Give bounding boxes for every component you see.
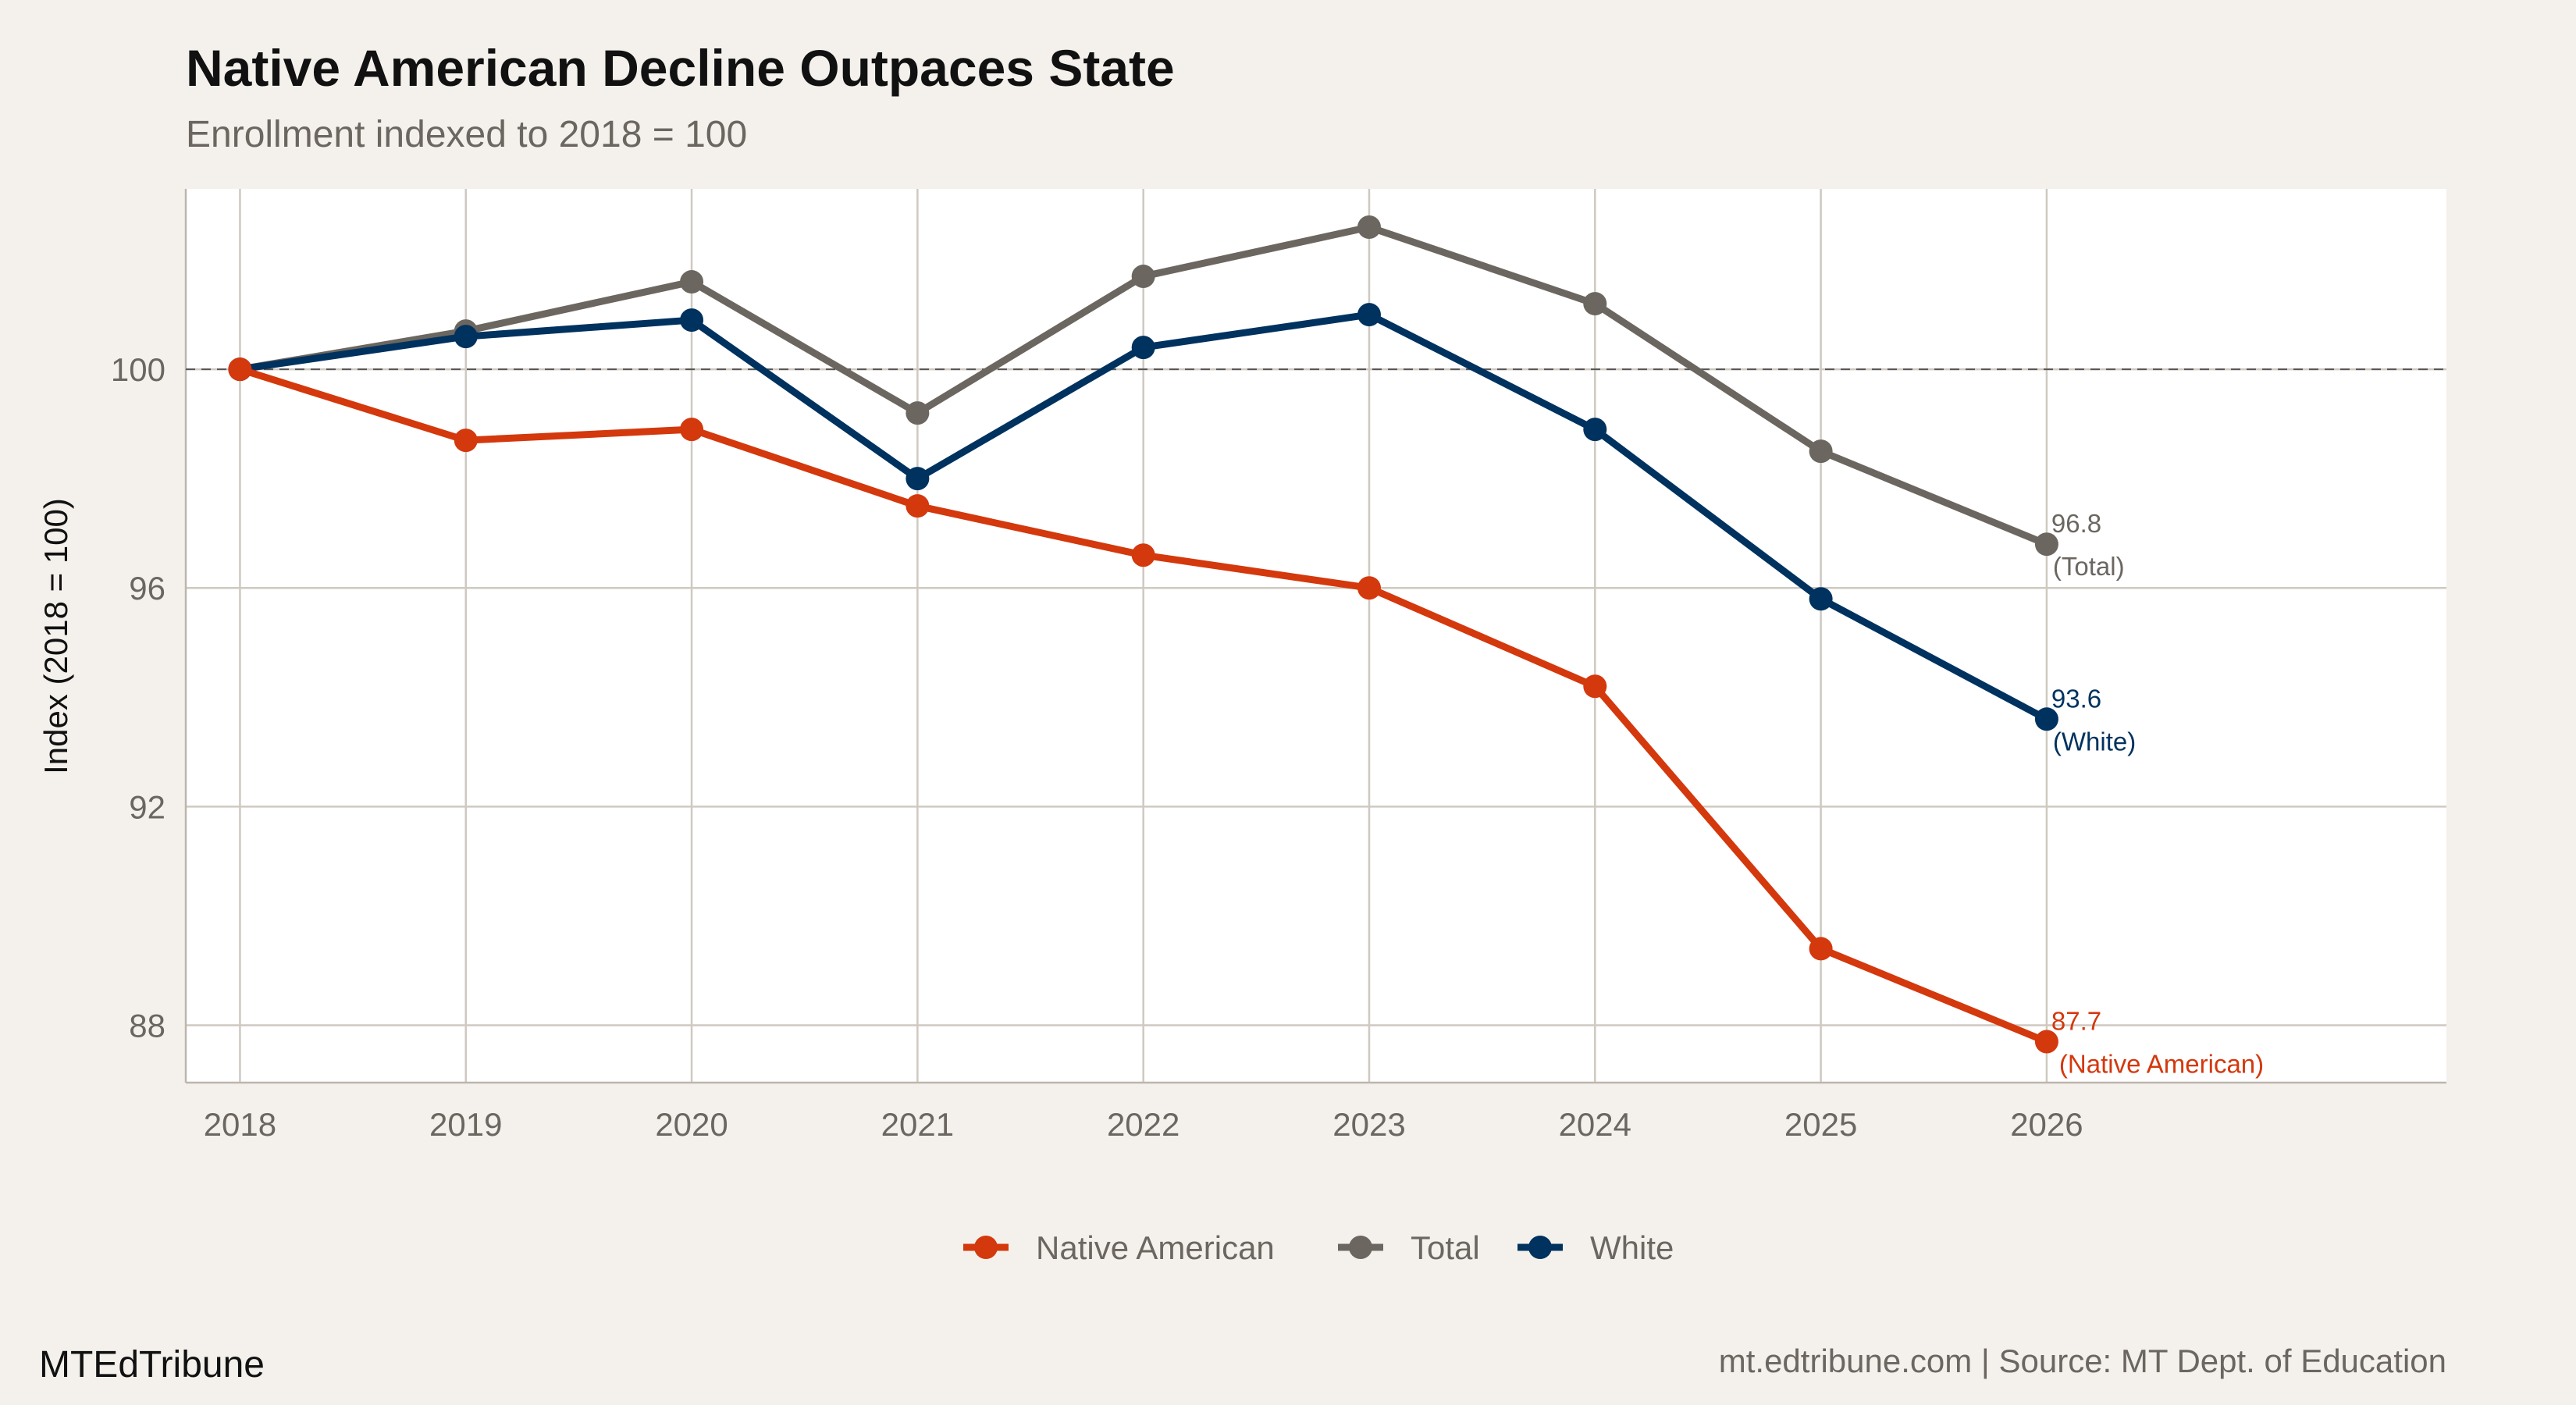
data-point-native-american — [2034, 1030, 2058, 1054]
end-label-value: 96.8 — [2051, 509, 2101, 538]
x-tick-label: 2020 — [655, 1106, 728, 1143]
data-point-total — [1357, 215, 1381, 240]
legend: Native American Total White — [963, 1229, 1674, 1266]
data-point-white — [1809, 587, 1833, 611]
data-point-native-american — [1583, 674, 1607, 699]
y-tick-label: 100 — [111, 351, 165, 388]
chart-subtitle: Enrollment indexed to 2018 = 100 — [186, 114, 747, 155]
data-point-total — [680, 270, 704, 294]
data-point-white — [1357, 303, 1381, 327]
data-point-white — [680, 308, 704, 333]
y-axis-title: Index (2018 = 100) — [37, 498, 74, 774]
data-point-white — [454, 325, 478, 349]
x-tick-label: 2025 — [1784, 1106, 1857, 1143]
x-tick-label: 2023 — [1332, 1106, 1405, 1143]
x-tick-label: 2019 — [429, 1106, 502, 1143]
data-point-white — [1583, 418, 1607, 442]
legend-marker-icon — [974, 1236, 998, 1259]
data-point-total — [1131, 265, 1155, 289]
x-tick-label: 2022 — [1107, 1106, 1179, 1143]
end-label-value: 87.7 — [2051, 1006, 2101, 1035]
data-point-total — [1583, 292, 1607, 316]
end-label-series: (White) — [2053, 727, 2136, 756]
legend-item: Native American — [963, 1229, 1275, 1266]
x-tick-label: 2026 — [2010, 1106, 2083, 1143]
end-label-value: 93.6 — [2051, 684, 2101, 713]
legend-label: White — [1590, 1229, 1674, 1266]
data-point-native-american — [1809, 937, 1833, 961]
data-point-total — [2034, 532, 2058, 557]
end-label-series: (Total) — [2053, 552, 2125, 581]
y-tick-label: 92 — [129, 788, 165, 825]
data-point-white — [2034, 707, 2058, 731]
data-point-native-american — [1357, 576, 1381, 600]
source-label: mt.edtribune.com | Source: MT Dept. of E… — [1719, 1343, 2446, 1379]
y-tick-label: 88 — [129, 1007, 165, 1044]
chart-title: Native American Decline Outpaces State — [186, 39, 1175, 97]
y-tick-label: 96 — [129, 570, 165, 606]
legend-marker-icon — [1528, 1236, 1552, 1259]
plot-panel — [186, 189, 2446, 1083]
legend-item: Total — [1338, 1229, 1480, 1266]
legend-marker-icon — [1349, 1236, 1372, 1259]
legend-label: Total — [1411, 1229, 1480, 1266]
x-tick-label: 2021 — [881, 1106, 954, 1143]
x-tick-label: 2024 — [1559, 1106, 1631, 1143]
x-tick-label: 2018 — [204, 1106, 276, 1143]
brand-label: MTEdTribune — [39, 1344, 265, 1385]
legend-item: White — [1517, 1229, 1674, 1266]
end-label-series: (Native American) — [2059, 1049, 2264, 1078]
data-point-total — [1809, 439, 1833, 464]
data-point-native-american — [1131, 543, 1155, 567]
data-point-white — [906, 467, 930, 491]
data-point-native-american — [680, 418, 704, 442]
legend-label: Native American — [1036, 1229, 1275, 1266]
data-point-white — [1131, 336, 1155, 360]
data-point-native-american — [454, 429, 478, 453]
data-point-native-american — [906, 494, 930, 518]
data-point-native-american — [228, 357, 252, 382]
data-point-total — [906, 401, 930, 425]
plot-area: 88 92 96 100 2018 2019 2020 2021 2022 2023 2024 202… — [111, 189, 2446, 1143]
